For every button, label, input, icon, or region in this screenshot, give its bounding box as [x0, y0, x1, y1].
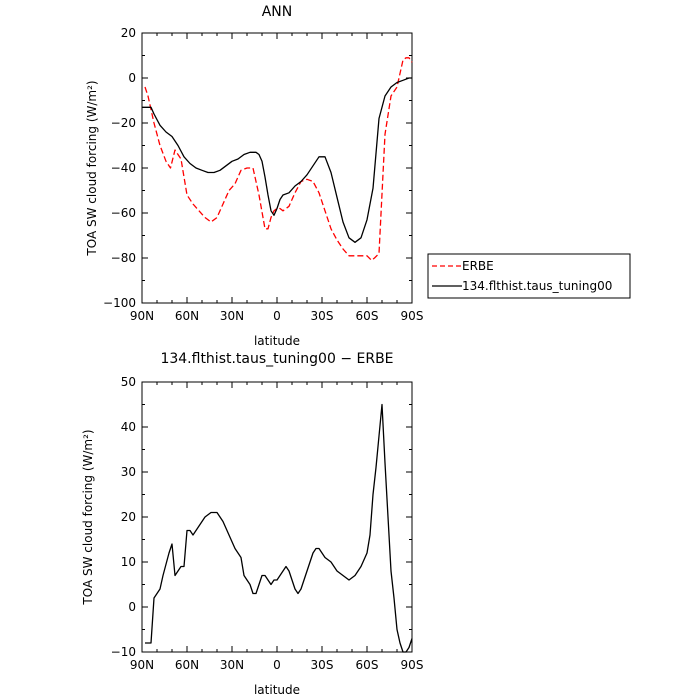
- legend-entry-model: 134.flthist.taus_tuning00: [462, 279, 612, 293]
- bottom-x-axis-ticks: 90N 60N 30N 0 30S 60S 90S: [130, 382, 424, 672]
- top-y-axis-label: TOA SW cloud forcing (W/m²): [85, 80, 99, 256]
- top-y-tick-label: 0: [128, 71, 136, 85]
- top-x-axis-label: latitude: [254, 334, 300, 348]
- bottom-x-tick-label: 30S: [311, 658, 334, 672]
- top-series-lines: [142, 57, 413, 261]
- top-y-tick-label: −40: [111, 161, 136, 175]
- erbe-series-line: [144, 57, 413, 261]
- bottom-x-axis-label: latitude: [254, 683, 300, 697]
- top-y-tick-label: −20: [111, 116, 136, 130]
- bottom-y-axis-label: TOA SW cloud forcing (W/m²): [81, 429, 95, 605]
- 134-flthist-taus-tuning00-series-line: [142, 77, 412, 243]
- bottom-x-tick-label: 90N: [130, 658, 154, 672]
- top-chart-title: ANN: [262, 4, 293, 20]
- bottom-y-tick-label: 40: [121, 420, 136, 434]
- top-x-tick-label: 60N: [175, 309, 199, 323]
- bottom-y-tick-label: 10: [121, 555, 136, 569]
- top-line-plot: ANN 90N 60N 30N 0 30S 60S 90S 20 0 −20 −40 −60 −80 −…: [85, 4, 631, 348]
- bottom-y-tick-label: 50: [121, 375, 136, 389]
- top-x-tick-label: 60S: [356, 309, 379, 323]
- top-x-tick-label: 0: [273, 309, 281, 323]
- bottom-x-tick-label: 0: [273, 658, 281, 672]
- bottom-y-tick-label: −10: [111, 645, 136, 659]
- legend-entry-erbe: ERBE: [462, 259, 494, 273]
- bottom-series-lines: [145, 403, 413, 653]
- top-x-tick-label: 30N: [220, 309, 244, 323]
- bottom-y-axis-ticks: 50 40 30 20 10 0 −10: [111, 375, 412, 659]
- top-y-tick-label: −80: [111, 251, 136, 265]
- bottom-y-tick-label: 20: [121, 510, 136, 524]
- difference-series-line: [145, 403, 413, 653]
- top-x-tick-label: 90S: [401, 309, 424, 323]
- top-plot-frame: [141, 32, 413, 304]
- top-y-tick-label: 20: [121, 26, 136, 40]
- top-y-tick-label: −60: [111, 206, 136, 220]
- bottom-x-tick-label: 30N: [220, 658, 244, 672]
- top-y-tick-label: −100: [103, 296, 136, 310]
- bottom-difference-plot: 134.flthist.taus_tuning00 − ERBE 90N 60N 3…: [81, 351, 423, 697]
- top-x-axis-ticks: 90N 60N 30N 0 30S 60S 90S: [130, 33, 424, 323]
- top-y-axis-ticks: 20 0 −20 −40 −60 −80 −100: [103, 26, 412, 310]
- bottom-chart-title: 134.flthist.taus_tuning00 − ERBE: [160, 351, 393, 367]
- bottom-x-tick-label: 90S: [401, 658, 424, 672]
- bottom-x-tick-label: 60S: [356, 658, 379, 672]
- legend: ERBE 134.flthist.taus_tuning00: [427, 253, 631, 299]
- bottom-y-tick-label: 0: [128, 600, 136, 614]
- legend-box: [427, 253, 631, 299]
- top-x-tick-label: 30S: [311, 309, 334, 323]
- bottom-y-tick-label: 30: [121, 465, 136, 479]
- top-x-tick-label: 90N: [130, 309, 154, 323]
- bottom-x-tick-label: 60N: [175, 658, 199, 672]
